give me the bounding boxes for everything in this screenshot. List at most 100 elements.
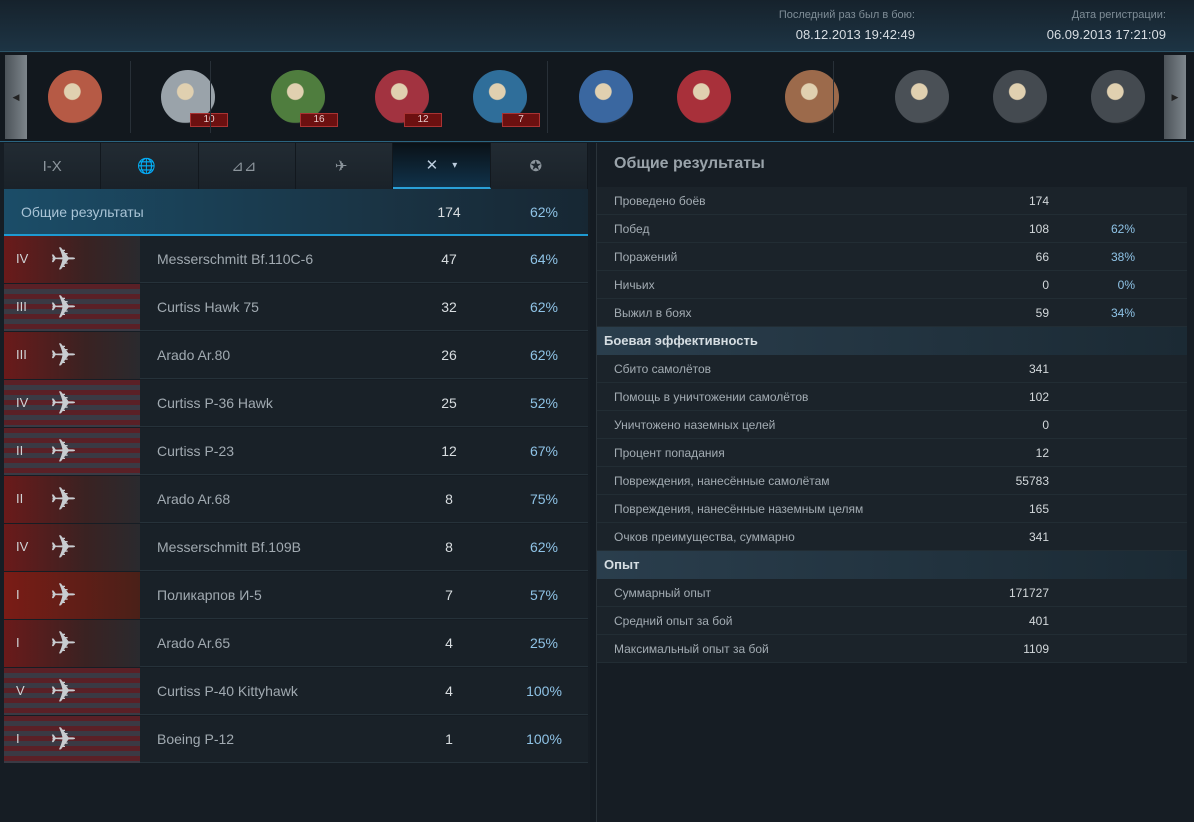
- filter-tab-5[interactable]: ✪: [491, 143, 588, 189]
- tier-label: I: [16, 635, 20, 650]
- plane-icon: ✈: [50, 625, 77, 661]
- stat-percent: 34%: [1110, 306, 1135, 320]
- stat-value: 1109: [1023, 642, 1049, 656]
- plane-icon: ✈: [50, 529, 77, 565]
- vehicle-row[interactable]: IV ✈ Messerschmitt Bf.110C-6 47 64%: [4, 236, 588, 283]
- filter-tab-4[interactable]: ✕ ▾: [393, 143, 491, 189]
- plane-icon: ✈: [50, 433, 77, 469]
- medal-divider: [833, 61, 834, 133]
- stat-value: 66: [1035, 250, 1049, 264]
- tier-label: IV: [16, 539, 29, 554]
- vehicle-thumbnail: II ✈: [4, 476, 140, 523]
- registration-info: Дата регистрации: 06.09.2013 17:21:09: [1047, 9, 1166, 42]
- scroll-right-button[interactable]: ▶: [1164, 55, 1186, 139]
- registration-value: 06.09.2013 17:21:09: [1046, 27, 1166, 42]
- vehicle-thumbnail: I ✈: [4, 572, 140, 619]
- vehicle-winrate: 62%: [529, 347, 559, 363]
- stat-value: 108: [1028, 222, 1049, 236]
- summary-stats-panel: Общие результаты Проведено боёв 174 Побед 1…: [596, 143, 1194, 822]
- stat-row: Средний опыт за бой 401: [597, 607, 1187, 635]
- total-results-row: Общие результаты 174 62%: [4, 189, 588, 236]
- tier-label: II: [16, 443, 24, 458]
- vehicle-battles: 7: [445, 587, 453, 603]
- vehicle-winrate: 52%: [529, 395, 559, 411]
- vehicle-row[interactable]: III ✈ Curtiss Hawk 75 32 62%: [4, 284, 588, 331]
- grey-star-medal-2-icon[interactable]: [1086, 65, 1150, 129]
- stat-row: Повреждения, нанесённые наземным целям 16…: [597, 495, 1187, 523]
- vehicle-winrate: 62%: [529, 299, 559, 315]
- section-header: Боевая эффективность: [597, 327, 1187, 355]
- vehicle-row[interactable]: I ✈ Arado Ar.65 4 25%: [4, 620, 588, 667]
- vehicle-row[interactable]: I ✈ Boeing P-12 1 100%: [4, 716, 588, 763]
- scroll-left-button[interactable]: ◀: [5, 55, 27, 139]
- bronze-cross-medal-icon[interactable]: [780, 65, 844, 129]
- tier-label: IV: [16, 395, 29, 410]
- vehicle-thumbnail: IV ✈: [4, 236, 140, 283]
- vehicle-row[interactable]: V ✈ Curtiss P-40 Kittyhawk 4 100%: [4, 668, 588, 715]
- vehicle-winrate: 67%: [529, 443, 559, 459]
- stat-row: Максимальный опыт за бой 1109: [597, 635, 1187, 663]
- red-target-medal-icon[interactable]: [672, 65, 736, 129]
- stat-value: 55783: [1015, 474, 1049, 488]
- wings-sword-medal-icon[interactable]: 10: [156, 65, 228, 129]
- medal-count: 7: [502, 113, 540, 127]
- plane-icon: ✈: [50, 577, 77, 613]
- vehicle-row[interactable]: IV ✈ Curtiss P-36 Hawk 25 52%: [4, 380, 588, 427]
- filter-tabs: I-X 🌐 ⊿⊿ ✈ ✕ ▾ ✪: [4, 143, 588, 189]
- stat-label: Выжил в боях: [614, 306, 692, 320]
- vehicle-thumbnail: I ✈: [4, 620, 140, 667]
- medal-count: 10: [190, 113, 228, 127]
- plane-icon: ✈: [50, 673, 77, 709]
- vehicle-row[interactable]: IV ✈ Messerschmitt Bf.109B 8 62%: [4, 524, 588, 571]
- stat-label: Побед: [614, 222, 650, 236]
- blue-ribbon-heart-medal-icon[interactable]: 7: [468, 65, 540, 129]
- stat-row: Поражений 66 38%: [597, 243, 1187, 271]
- vehicle-winrate: 57%: [529, 587, 559, 603]
- vehicle-battles: 8: [445, 491, 453, 507]
- medal-divider: [547, 61, 548, 133]
- vehicle-row[interactable]: II ✈ Curtiss P-23 12 67%: [4, 428, 588, 475]
- total-winrate: 62%: [529, 204, 559, 220]
- vehicle-thumbnail: I ✈: [4, 716, 140, 763]
- vehicle-name: Curtiss P-23: [157, 443, 235, 459]
- stat-label: Процент попадания: [614, 446, 725, 460]
- vehicle-thumbnail: IV ✈: [4, 524, 140, 571]
- tier-label: I: [16, 731, 20, 746]
- medal-divider: [130, 61, 131, 133]
- stat-row: Ничьих 0 0%: [597, 271, 1187, 299]
- filter-tab-2[interactable]: ⊿⊿: [199, 143, 296, 189]
- order-portrait-medal-icon[interactable]: [43, 65, 107, 129]
- filter-tab-0[interactable]: I-X: [4, 143, 102, 189]
- vehicle-row[interactable]: III ✈ Arado Ar.80 26 62%: [4, 332, 588, 379]
- stat-value: 12: [1035, 446, 1049, 460]
- stat-label: Суммарный опыт: [614, 586, 711, 600]
- red-ribbon-v-medal-icon[interactable]: 12: [370, 65, 442, 129]
- medal-body: [48, 70, 102, 124]
- vehicle-row[interactable]: II ✈ Arado Ar.68 8 75%: [4, 476, 588, 523]
- vehicle-thumbnail: IV ✈: [4, 380, 140, 427]
- stat-label: Очков преимущества, суммарно: [614, 530, 795, 544]
- stat-percent: 62%: [1110, 222, 1135, 236]
- vehicle-winrate: 62%: [529, 539, 559, 555]
- vehicle-row[interactable]: I ✈ Поликарпов И-5 7 57%: [4, 572, 588, 619]
- vehicle-winrate: 100%: [526, 731, 562, 747]
- vehicle-winrate: 100%: [526, 683, 562, 699]
- filter-tab-3[interactable]: ✈: [296, 143, 394, 189]
- green-ribbon-plane-medal-icon[interactable]: 16: [266, 65, 338, 129]
- tier-label: V: [16, 683, 25, 698]
- vehicle-thumbnail: V ✈: [4, 668, 140, 715]
- blue-winged-medal-icon[interactable]: [574, 65, 638, 129]
- stat-row: Помощь в уничтожении самолётов 102: [597, 383, 1187, 411]
- filter-tab-1[interactable]: 🌐: [101, 143, 199, 189]
- grey-star-medal-1-icon[interactable]: [988, 65, 1052, 129]
- stat-label: Средний опыт за бой: [614, 614, 733, 628]
- stat-row: Побед 108 62%: [597, 215, 1187, 243]
- medal-divider: [210, 61, 211, 133]
- vehicle-name: Arado Ar.80: [157, 347, 231, 363]
- vehicle-winrate: 75%: [529, 491, 559, 507]
- grey-pilot-medal-icon[interactable]: [890, 65, 954, 129]
- stat-value: 174: [1028, 194, 1049, 208]
- medal-body: [677, 70, 731, 124]
- stat-label: Повреждения, нанесённые самолётам: [614, 474, 830, 488]
- tier-label: IV: [16, 251, 29, 266]
